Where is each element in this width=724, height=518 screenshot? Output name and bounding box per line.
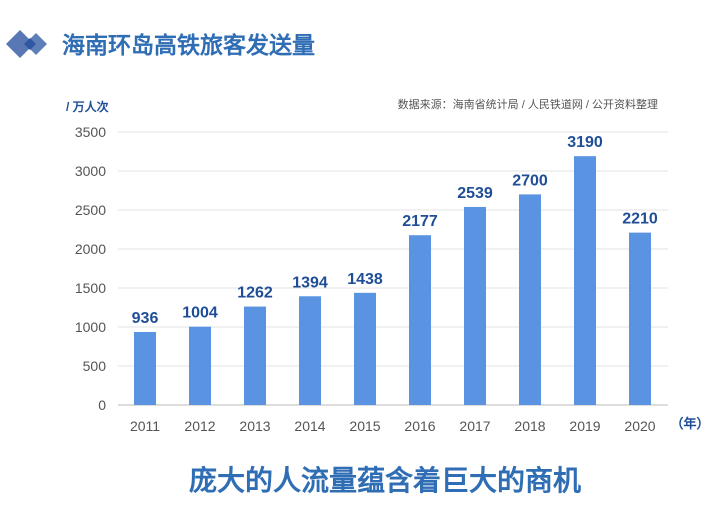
bar: [134, 331, 156, 405]
y-tick-label: 1500: [75, 280, 106, 296]
y-tick-label: 2000: [75, 241, 106, 257]
bar: [189, 326, 211, 405]
x-tick-label: 2016: [404, 418, 435, 434]
y-axis-label: / 万人次: [66, 99, 109, 114]
y-tick-label: 3000: [75, 163, 106, 179]
data-label: 2539: [457, 185, 493, 202]
x-tick-label: 2014: [294, 418, 325, 434]
bar: [299, 296, 321, 405]
source-note: 数据来源：海南省统计局 / 人民铁道网 / 公开资料整理: [398, 97, 658, 111]
data-label: 936: [132, 310, 159, 327]
logo-diamonds-icon: [6, 30, 47, 58]
y-tick-label: 1000: [75, 319, 106, 335]
bar: [519, 194, 541, 405]
bar: [629, 232, 651, 405]
data-label: 1004: [182, 305, 218, 322]
x-tick-label: 2013: [239, 418, 270, 434]
y-tick-label: 3500: [75, 124, 106, 140]
x-tick-label: 2012: [184, 418, 215, 434]
x-tick-label: 2020: [624, 418, 655, 434]
x-tick-label: 2015: [349, 418, 380, 434]
x-tick-label: 2019: [569, 418, 600, 434]
data-label: 1438: [347, 271, 383, 288]
data-label: 1394: [292, 274, 328, 291]
data-label: 1262: [237, 285, 273, 302]
bar: [354, 292, 376, 405]
bar: [574, 156, 596, 405]
x-axis-label: （年）: [670, 416, 709, 431]
data-label: 2210: [622, 211, 658, 228]
y-tick-label: 500: [83, 358, 107, 374]
y-tick-label: 0: [98, 397, 106, 413]
footer-slogan: 庞大的人流量蕴含着巨大的商机: [189, 464, 581, 496]
data-label: 2700: [512, 172, 548, 189]
x-tick-label: 2017: [459, 418, 490, 434]
x-tick-label: 2011: [130, 418, 160, 434]
x-tick-label: 2018: [514, 418, 545, 434]
y-tick-label: 2500: [75, 202, 106, 218]
bar: [244, 306, 266, 405]
bar: [464, 206, 486, 405]
data-label: 2177: [402, 213, 438, 230]
chart-title: 海南环岛高铁旅客发送量: [62, 32, 315, 58]
bar: [409, 235, 431, 405]
data-label: 3190: [567, 134, 603, 151]
